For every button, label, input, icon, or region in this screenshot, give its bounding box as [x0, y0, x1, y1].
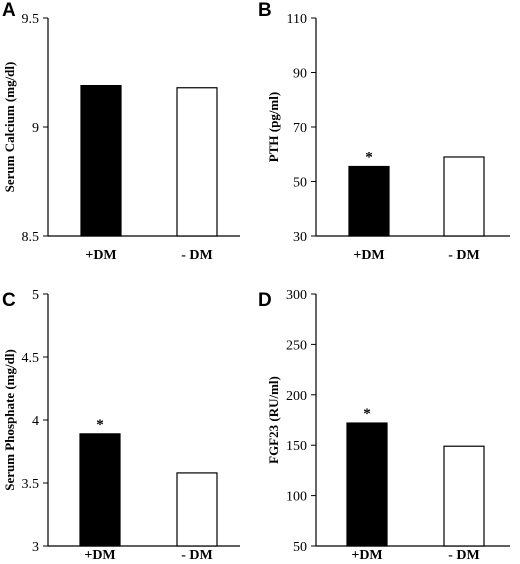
category-label: +DM — [85, 248, 116, 263]
y-tick-label: 4 — [32, 414, 39, 429]
category-label: +DM — [353, 248, 384, 263]
y-tick-label: 3 — [32, 540, 39, 555]
y-tick-label: 8.5 — [22, 230, 40, 245]
y-tick-label: 200 — [286, 389, 307, 404]
bar-minus-dm — [176, 87, 218, 237]
y-axis-label: FGF23 (RU/ml) — [266, 376, 281, 464]
y-tick-label: 150 — [286, 439, 307, 454]
y-tick-label: 70 — [293, 121, 307, 136]
y-tick-label: 5 — [32, 288, 39, 303]
y-tick-label: 250 — [286, 338, 307, 353]
chart-panel-b: B 30 50 70 90 110 PTH (pg/ml) +DM * - DM — [258, 0, 510, 263]
significance-marker: * — [365, 150, 373, 166]
bar-minus-dm — [443, 445, 485, 547]
y-tick-label: 4.5 — [22, 351, 40, 366]
y-tick-label: 3.5 — [22, 477, 40, 492]
chart-panel-d: D 50 100 150 200 250 300 FGF23 (RU/ml) +DM * - DM — [258, 288, 510, 563]
chart-panel-a: A 8.5 9 9.5 Serum Calcium (mg/dl) +DM - DM — [2, 0, 240, 263]
category-label: +DM — [351, 548, 382, 563]
y-tick-label: 9 — [32, 121, 39, 136]
category-label: - DM — [181, 248, 213, 263]
significance-marker: * — [363, 406, 371, 422]
panel-letter: A — [2, 0, 16, 21]
panel-letter: C — [2, 290, 16, 311]
y-tick-label: 50 — [293, 540, 307, 555]
y-tick-label: 9.5 — [22, 12, 40, 27]
category-label: - DM — [448, 548, 480, 563]
category-label: - DM — [448, 248, 480, 263]
y-tick-label: 100 — [286, 490, 307, 505]
y-tick-label: 30 — [293, 230, 307, 245]
category-label: +DM — [84, 548, 115, 563]
y-axis-label: PTH (pg/ml) — [266, 92, 281, 162]
bar-plus-dm — [79, 433, 121, 547]
chart-panel-c: C 3 3.5 4 4.5 5 Serum Phosphate (mg/dl) +DM * - D… — [2, 288, 240, 563]
y-axis-label: Serum Phosphate (mg/dl) — [2, 349, 17, 491]
y-tick-label: 110 — [287, 12, 307, 27]
panel-letter: D — [258, 290, 272, 311]
y-tick-label: 90 — [293, 67, 307, 82]
y-axis-label: Serum Calcium (mg/dl) — [2, 62, 17, 193]
bar-plus-dm — [346, 422, 388, 547]
y-tick-label: 300 — [286, 288, 307, 303]
category-label: - DM — [181, 548, 213, 563]
bar-plus-dm — [80, 84, 122, 237]
panel-letter: B — [258, 0, 272, 21]
bar-plus-dm — [348, 165, 390, 237]
bar-minus-dm — [443, 156, 485, 237]
bar-minus-dm — [176, 472, 218, 547]
significance-marker: * — [96, 417, 104, 433]
y-tick-label: 50 — [293, 176, 307, 191]
